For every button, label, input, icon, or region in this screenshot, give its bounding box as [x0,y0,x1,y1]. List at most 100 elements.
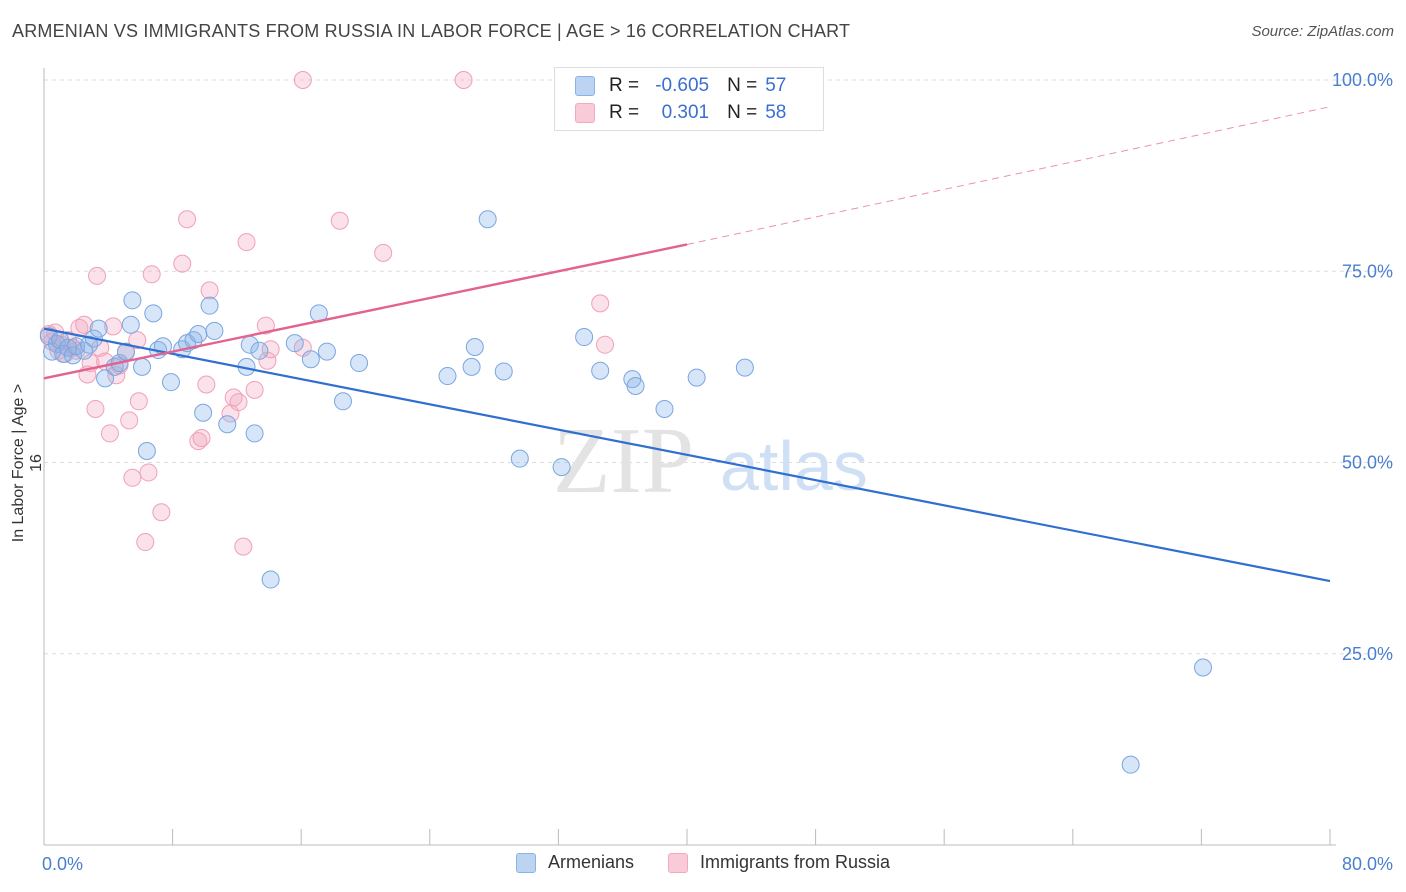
data-point-immigrants-from-russia [139,463,158,482]
data-point-armenians [591,361,610,380]
data-point-armenians [96,369,115,388]
data-point-armenians [80,335,99,354]
data-point-immigrants-from-russia [245,380,264,399]
data-point-armenians [494,362,513,381]
data-point-armenians [655,399,674,418]
legend-swatch-immigrants-from-russia [575,103,595,123]
legend-label-immigrants-from-russia: Immigrants from Russia [700,852,891,872]
data-point-armenians [301,350,320,369]
trend-lines [43,106,1331,583]
data-point-armenians [133,357,152,376]
data-point-immigrants-from-russia [591,294,610,313]
source-label: Source: ZipAtlas.com [1251,23,1394,40]
legend-item-armenians[interactable]: Armenians [515,852,634,873]
legend-swatch-immigrants-from-russia [668,852,688,873]
data-point-armenians [575,328,594,347]
legend-swatch-armenians [575,76,595,96]
data-point-immigrants-from-russia [129,392,148,411]
data-point-immigrants-from-russia [192,429,211,448]
axes [43,68,1336,846]
data-point-armenians [218,415,237,434]
data-point-armenians [1194,658,1213,677]
data-point-armenians [285,334,304,353]
data-point-armenians [200,296,219,315]
data-point-armenians [144,304,163,323]
data-point-armenians [161,373,180,392]
series-legend: Armenians Immigrants from Russia [0,852,1406,873]
data-point-immigrants-from-russia [189,432,208,451]
data-point-armenians [123,291,142,310]
correlation-legend: R = -0.605 N = 57 R = 0.301 N = 58 [554,67,824,131]
data-point-armenians [333,392,352,411]
data-point-armenians [245,424,264,443]
trend-extension-immigrants-from-russia [686,106,1331,245]
data-point-immigrants-from-russia [237,233,256,252]
data-point-immigrants-from-russia [454,71,473,89]
legend-r-value: -0.605 [655,75,710,96]
data-point-immigrants-from-russia [229,393,248,412]
legend-item-immigrants-from-russia[interactable]: Immigrants from Russia [668,852,890,873]
x-tick-label: 80.0% [1342,854,1393,874]
data-point-armenians [438,367,457,386]
data-point-immigrants-from-russia [100,424,119,443]
data-point-immigrants-from-russia [178,210,197,229]
data-point-immigrants-from-russia [293,71,312,89]
legend-swatch-armenians [515,852,536,873]
y-tick-label: 100.0% [1332,70,1393,90]
y-tick-label: 50.0% [1342,453,1393,473]
data-point-immigrants-from-russia [256,316,275,335]
data-point-immigrants-from-russia [330,211,349,230]
data-point-armenians [137,442,156,461]
tick-labels: 25.0% 50.0% 75.0% 100.0% 0.0% 80.0% [42,70,1393,874]
data-point-armenians [626,377,645,395]
data-point-immigrants-from-russia [234,537,253,556]
data-point-immigrants-from-russia [75,315,94,334]
data-point-armenians [317,342,336,361]
legend-n-label: N = [727,102,758,123]
legend-r-label: R = [609,102,640,123]
data-point-immigrants-from-russia [120,411,139,430]
chart-title: ARMENIAN VS IMMIGRANTS FROM RUSSIA IN LA… [12,21,851,41]
data-point-armenians [687,368,706,387]
data-point-immigrants-from-russia [104,317,123,336]
trend-line-armenians [43,327,1331,583]
data-point-immigrants-from-russia [374,243,393,262]
data-point-armenians [478,210,497,229]
data-point-armenians [184,331,203,350]
watermark-zip: ZIP [553,409,694,513]
data-point-armenians [189,324,208,343]
legend-r-label: R = [609,75,640,96]
data-point-armenians [510,449,529,468]
series-armenians-points [39,210,1213,774]
data-point-immigrants-from-russia [197,375,216,394]
data-point-armenians [194,403,213,422]
data-point-immigrants-from-russia [128,331,147,350]
data-point-immigrants-from-russia [142,265,161,284]
data-point-immigrants-from-russia [123,468,142,487]
data-point-armenians [350,354,369,373]
data-point-armenians [552,458,571,477]
data-point-immigrants-from-russia [596,335,615,354]
data-point-armenians [1121,755,1140,774]
y-tick-label: 75.0% [1342,261,1393,281]
legend-row-immigrants-from-russia: R = 0.301 N = 58 [575,101,786,125]
x-tick-label: 0.0% [42,854,83,874]
legend-r-value: 0.301 [661,102,710,123]
data-point-immigrants-from-russia [152,503,171,522]
data-point-armenians [261,570,280,589]
y-tick-label: 25.0% [1342,644,1393,664]
data-point-armenians [462,357,481,376]
data-point-immigrants-from-russia [86,399,105,418]
data-point-armenians [250,341,269,360]
legend-n-value: 57 [765,75,787,96]
data-point-immigrants-from-russia [136,533,155,552]
data-point-armenians [465,337,484,356]
data-point-immigrants-from-russia [88,266,107,285]
data-point-armenians [75,341,94,360]
legend-n-label: N = [727,75,758,96]
data-point-armenians [89,319,108,338]
data-point-immigrants-from-russia [200,281,219,300]
legend-label-armenians: Armenians [547,852,634,872]
legend-row-armenians: R = -0.605 N = 57 [575,74,786,98]
